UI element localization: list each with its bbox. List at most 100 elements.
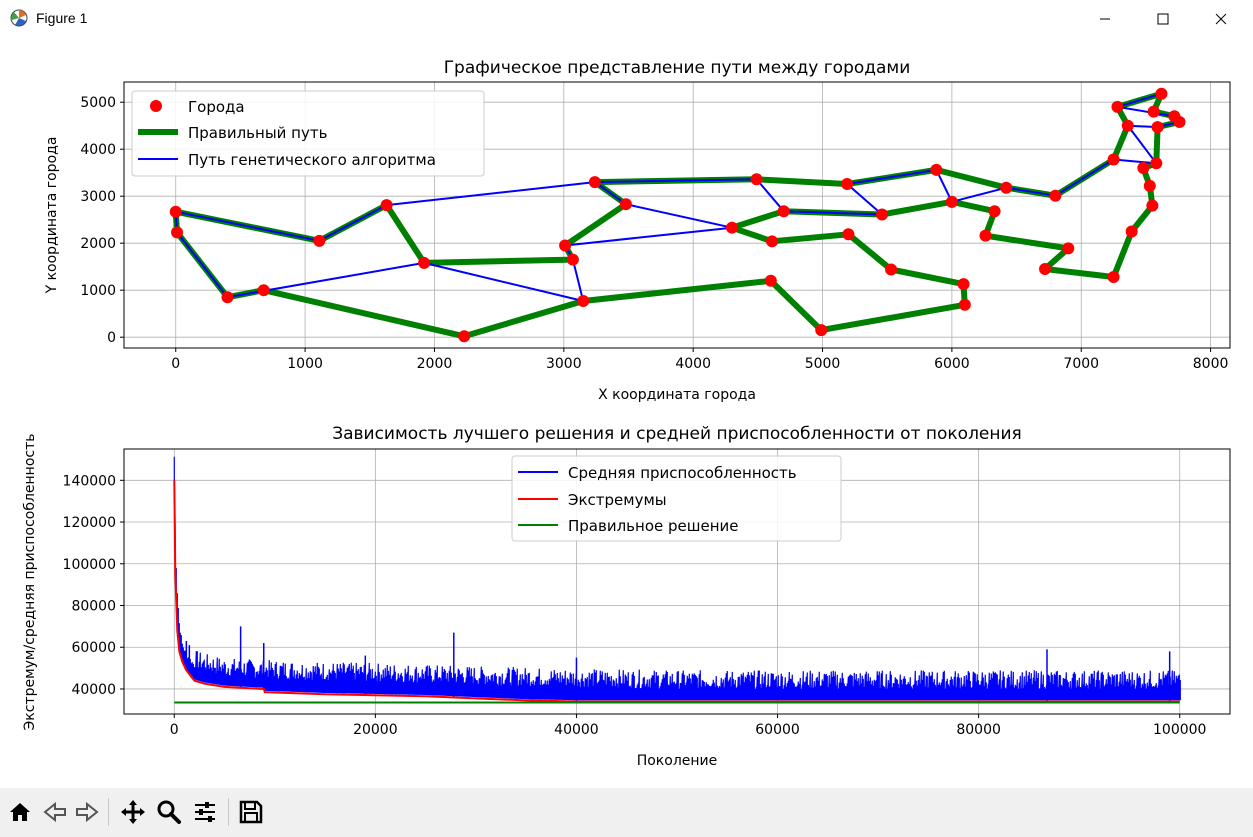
city-point <box>1150 157 1163 170</box>
route-chart-xlabel: X координата города <box>598 387 756 403</box>
tick-label-x: 80000 <box>956 722 1001 738</box>
city-point <box>979 229 992 242</box>
route-chart-title: Графическое представление пути между гор… <box>444 58 911 78</box>
city-point <box>766 235 779 248</box>
city-point <box>725 221 738 234</box>
tick-label-x: 8000 <box>1193 356 1229 372</box>
city-point <box>1155 87 1168 100</box>
city-point <box>764 274 777 287</box>
city-point <box>1137 162 1150 175</box>
fitness-chart-ticks: 0 20000 40000 60000 80000 100000 40000 60000 800… <box>63 473 1207 738</box>
city-point <box>559 239 572 252</box>
toolbar-separator <box>108 798 109 826</box>
average-fitness-line <box>173 456 1181 701</box>
tick-label-x: 7000 <box>1063 356 1099 372</box>
tick-label-y: 100000 <box>63 557 116 573</box>
cities-layer <box>169 87 1186 343</box>
figure-canvas: 0 1000 2000 3000 4000 5000 6000 7000 8000 0 1000 20… <box>0 38 1253 788</box>
tick-label-y: 5000 <box>80 95 116 111</box>
configure-subplots-icon[interactable] <box>190 797 220 827</box>
city-point <box>1107 153 1120 166</box>
city-point <box>169 205 182 218</box>
zoom-icon[interactable] <box>154 797 184 827</box>
legend-box <box>131 90 485 177</box>
city-point <box>588 176 601 189</box>
city-point <box>458 330 471 343</box>
city-point <box>750 173 763 186</box>
forward-icon[interactable] <box>72 797 102 827</box>
city-point <box>945 195 958 208</box>
route-chart-frame <box>123 81 1231 349</box>
route-chart: 0 1000 2000 3000 4000 5000 6000 7000 8000 0 1000 20… <box>44 58 1231 403</box>
city-point <box>1000 181 1013 194</box>
tick-label-x: 20000 <box>353 722 398 738</box>
city-point <box>577 295 590 308</box>
tick-label-y: 60000 <box>71 640 116 656</box>
legend-cities-marker <box>150 100 162 112</box>
extremum-line <box>173 480 1180 703</box>
tick-label-x: 0 <box>171 356 180 372</box>
city-point <box>815 324 828 337</box>
fitness-series-layer <box>173 456 1181 704</box>
city-point <box>1111 100 1124 113</box>
city-point <box>885 263 898 276</box>
city-point <box>930 163 943 176</box>
fitness-chart-ylabel: Экстремум/средняя приспособленность <box>22 433 38 730</box>
tick-label-x: 2000 <box>417 356 453 372</box>
legend-extremum-label: Экстремумы <box>568 491 667 509</box>
city-point <box>380 199 393 212</box>
route-chart-ylabel: Y координата города <box>44 137 60 295</box>
window-title: Figure 1 <box>36 10 88 26</box>
legend-box-2 <box>511 455 842 542</box>
city-point <box>876 208 889 221</box>
city-point <box>418 256 431 269</box>
tick-label-y: 120000 <box>63 515 116 531</box>
maximize-icon[interactable] <box>1134 0 1192 38</box>
city-point <box>958 298 971 311</box>
city-point <box>257 284 270 297</box>
city-point <box>1143 179 1156 192</box>
back-icon[interactable] <box>40 797 70 827</box>
app-icon <box>10 9 28 27</box>
tick-label-x: 3000 <box>546 356 582 372</box>
city-point <box>1146 199 1159 212</box>
legend-cities-label: Города <box>188 98 245 116</box>
city-point <box>1062 242 1075 255</box>
city-point <box>1147 105 1160 118</box>
city-point <box>777 205 790 218</box>
toolbar-separator <box>228 798 229 826</box>
city-point <box>1107 271 1120 284</box>
city-point <box>1049 189 1062 202</box>
fitness-chart-legend: Средняя приспособленность Экстремумы Пра… <box>511 455 842 542</box>
matplotlib-toolbar <box>0 788 1253 837</box>
window-titlebar: Figure 1 <box>0 0 1253 38</box>
tick-label-x: 4000 <box>675 356 711 372</box>
city-point <box>988 205 1001 218</box>
city-point <box>957 278 970 291</box>
route-chart-ticks: 0 1000 2000 3000 4000 5000 6000 7000 8000 0 1000 20… <box>80 95 1228 372</box>
fitness-chart-frame <box>123 448 1231 715</box>
city-point <box>1121 119 1134 132</box>
tick-label-x: 100000 <box>1153 722 1206 738</box>
legend-ga-path-label: Путь генетического алгоритма <box>188 151 436 169</box>
city-point <box>1173 115 1186 128</box>
tick-label-x: 40000 <box>554 722 599 738</box>
home-icon[interactable] <box>5 797 35 827</box>
tick-label-x: 0 <box>170 722 179 738</box>
legend-average-label: Средняя приспособленность <box>568 464 797 482</box>
save-icon[interactable] <box>236 797 266 827</box>
tick-label-x: 6000 <box>934 356 970 372</box>
tick-label-y: 2000 <box>80 236 116 252</box>
pan-icon[interactable] <box>118 797 148 827</box>
city-point <box>221 291 234 304</box>
close-icon[interactable] <box>1192 0 1250 38</box>
city-point <box>1125 225 1138 238</box>
city-point <box>842 228 855 241</box>
city-point <box>313 234 326 247</box>
city-point <box>619 198 632 211</box>
tick-label-y: 80000 <box>71 598 116 614</box>
route-chart-legend: Города Правильный путь Путь генетическог… <box>131 90 485 177</box>
minimize-icon[interactable] <box>1076 0 1134 38</box>
tick-label-x: 60000 <box>755 722 800 738</box>
tick-label-x: 5000 <box>805 356 841 372</box>
